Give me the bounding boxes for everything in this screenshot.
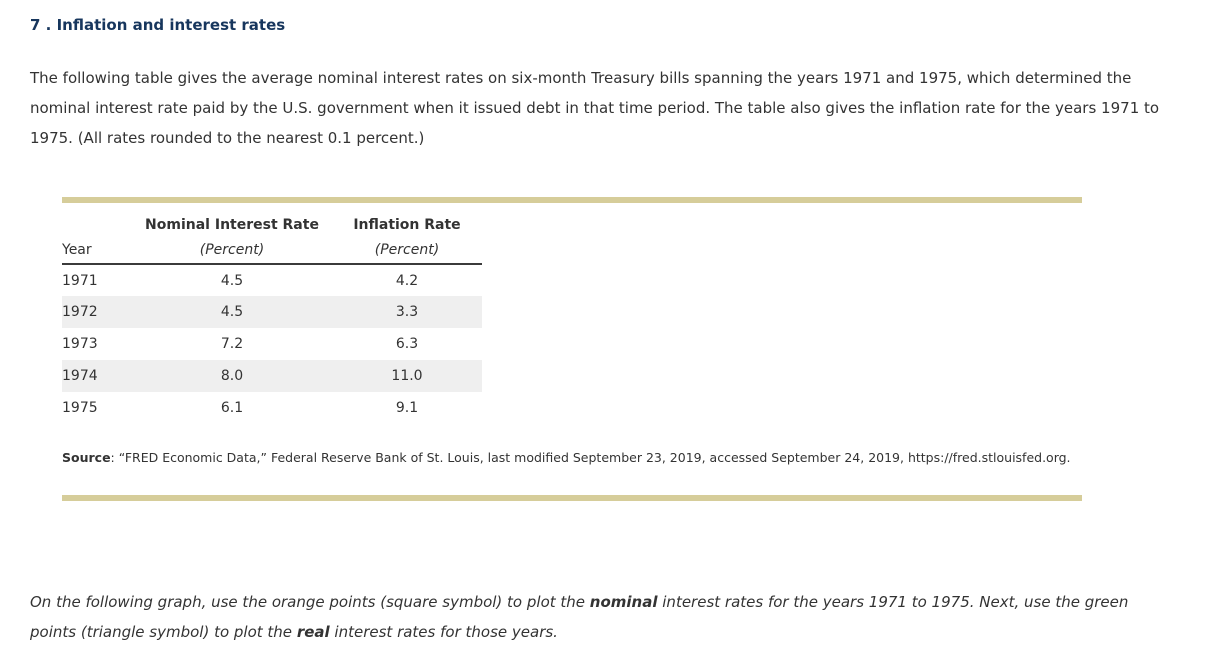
year-header-spacer <box>62 203 132 236</box>
instructions-part2: interest rates for the years 1971 to 197… <box>30 593 1129 641</box>
source-label: Source <box>62 450 111 465</box>
cell-inflation: 3.3 <box>395 304 419 320</box>
col-unit-inflation: (Percent) <box>332 236 482 265</box>
cell-year: 1972 <box>62 304 98 320</box>
col-unit-nominal: (Percent) <box>132 236 332 265</box>
cell-year: 1973 <box>62 336 98 352</box>
table-row: 1971 4.5 4.2 <box>62 264 482 296</box>
cell-nominal: 4.5 <box>220 272 244 289</box>
col-header-inflation: Inflation Rate <box>353 217 461 233</box>
col-header-year: Year <box>62 236 132 265</box>
table-row: 1973 7.2 6.3 <box>62 328 482 360</box>
instructions-bold-real: real <box>296 623 330 641</box>
cell-inflation: 4.2 <box>395 272 419 289</box>
instructions-part3: interest rates for those years. <box>329 623 558 641</box>
cell-nominal: 7.2 <box>220 336 244 352</box>
cell-year: 1974 <box>62 368 98 384</box>
intro-paragraph: The following table gives the average no… <box>30 69 1160 147</box>
question-title: 7 . Inflation and interest rates <box>30 16 286 34</box>
plot-instructions: On the following graph, use the orange p… <box>30 587 1175 647</box>
source-text: : “FRED Economic Data,” Federal Reserve … <box>110 450 1071 465</box>
rates-table: Nominal Interest Rate Inflation Rate Yea… <box>62 203 482 424</box>
cell-nominal: 6.1 <box>220 400 244 416</box>
cell-year: 1975 <box>62 400 98 416</box>
cell-nominal: 4.5 <box>220 304 244 320</box>
rates-table-body: 1971 4.5 4.2 1972 4.5 3.3 1973 7.2 6.3 1… <box>62 264 482 424</box>
table-row: 1974 8.0 11.0 <box>62 360 482 392</box>
cell-inflation: 11.0 <box>391 368 423 384</box>
col-header-nominal: Nominal Interest Rate <box>145 217 319 233</box>
source-citation: Source: “FRED Economic Data,” Federal Re… <box>62 450 1218 466</box>
instructions-part1: On the following graph, use the orange p… <box>30 593 590 611</box>
cell-nominal: 8.0 <box>220 368 244 384</box>
rates-table-header: Nominal Interest Rate Inflation Rate Yea… <box>62 203 482 265</box>
cell-inflation: 6.3 <box>395 336 419 352</box>
table-row: 1972 4.5 3.3 <box>62 296 482 328</box>
cell-inflation: 9.1 <box>395 400 419 416</box>
rates-table-section: Nominal Interest Rate Inflation Rate Yea… <box>62 197 1218 501</box>
table-row: 1975 6.1 9.1 <box>62 392 482 424</box>
bottom-divider <box>62 495 1082 501</box>
group-header-row: Nominal Interest Rate Inflation Rate <box>62 203 482 236</box>
sub-header-row: Year (Percent) (Percent) <box>62 236 482 265</box>
instructions-bold-nominal: nominal <box>589 593 658 611</box>
cell-year: 1971 <box>62 272 98 289</box>
top-divider <box>62 197 1082 203</box>
